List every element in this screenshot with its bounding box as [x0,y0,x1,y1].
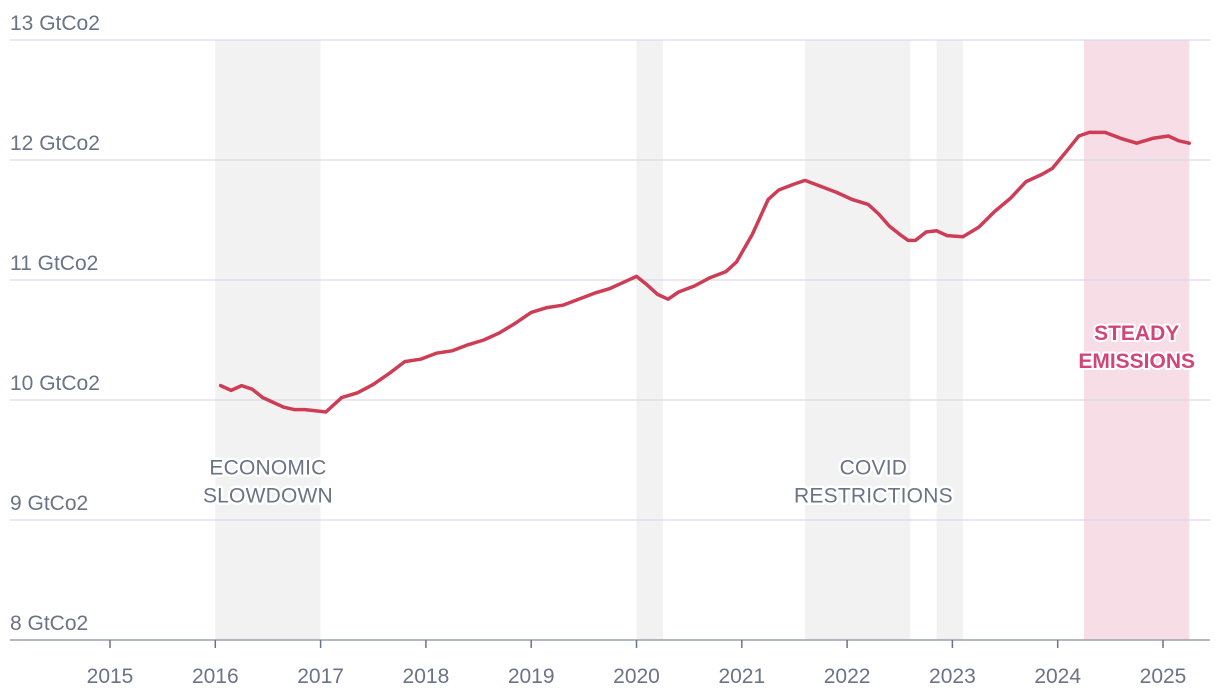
shade-band-2 [804,40,911,640]
x-tick-label-2018: 2018 [403,665,450,688]
accent-shade-band-4 [1084,40,1190,640]
x-tick-label-2021: 2021 [718,665,765,688]
x-tick-label-2019: 2019 [508,665,555,688]
y-tick-label-12: 12 GtCo2 [10,132,100,155]
annotation-2-line-0: STEADY [1094,322,1179,345]
y-tick-label-11: 11 GtCo2 [10,252,98,275]
annotation-2-line-1: EMISSIONS [1078,350,1195,373]
x-tick-label-2020: 2020 [613,665,660,688]
x-tick-label-2015: 2015 [87,665,134,688]
x-tick-label-2023: 2023 [929,665,976,688]
shaded-periods [215,40,1190,640]
annotation-0-line-0: ECONOMIC [209,456,326,479]
x-axis: 2015 2016 2017 2018 2019 2020 2021 2022 2023 2024… [87,640,1187,688]
y-tick-label-8: 8 GtCo2 [10,612,88,635]
x-tick-label-2024: 2024 [1034,665,1081,688]
shade-band-0 [215,40,321,640]
series-line-0 [218,130,1192,414]
y-tick-label-13: 13 GtCo2 [10,12,100,35]
y-tick-label-9: 9 GtCo2 [10,492,88,515]
gridlines [10,39,1210,641]
y-axis-labels: 13 GtCo2 12 GtCo2 11 GtCo2 10 GtCo2 9 GtCo2 8… [10,12,100,635]
x-tick-label-2025: 2025 [1140,665,1187,688]
shade-band-1 [636,40,663,640]
annotation-0-line-1: SLOWDOWN [203,484,333,507]
annotations: ECONOMIC SLOWDOWN COVID RESTRICTIONS STEADY E… [200,320,1197,510]
annotation-1-line-0: COVID [840,456,908,479]
y-tick-label-10: 10 GtCo2 [10,372,100,395]
annotation-1-line-1: RESTRICTIONS [794,484,953,507]
shade-band-3 [936,40,963,640]
x-tick-label-2022: 2022 [824,665,871,688]
x-tick-label-2016: 2016 [192,665,239,688]
series [218,130,1192,414]
x-tick-label-2017: 2017 [297,665,344,688]
